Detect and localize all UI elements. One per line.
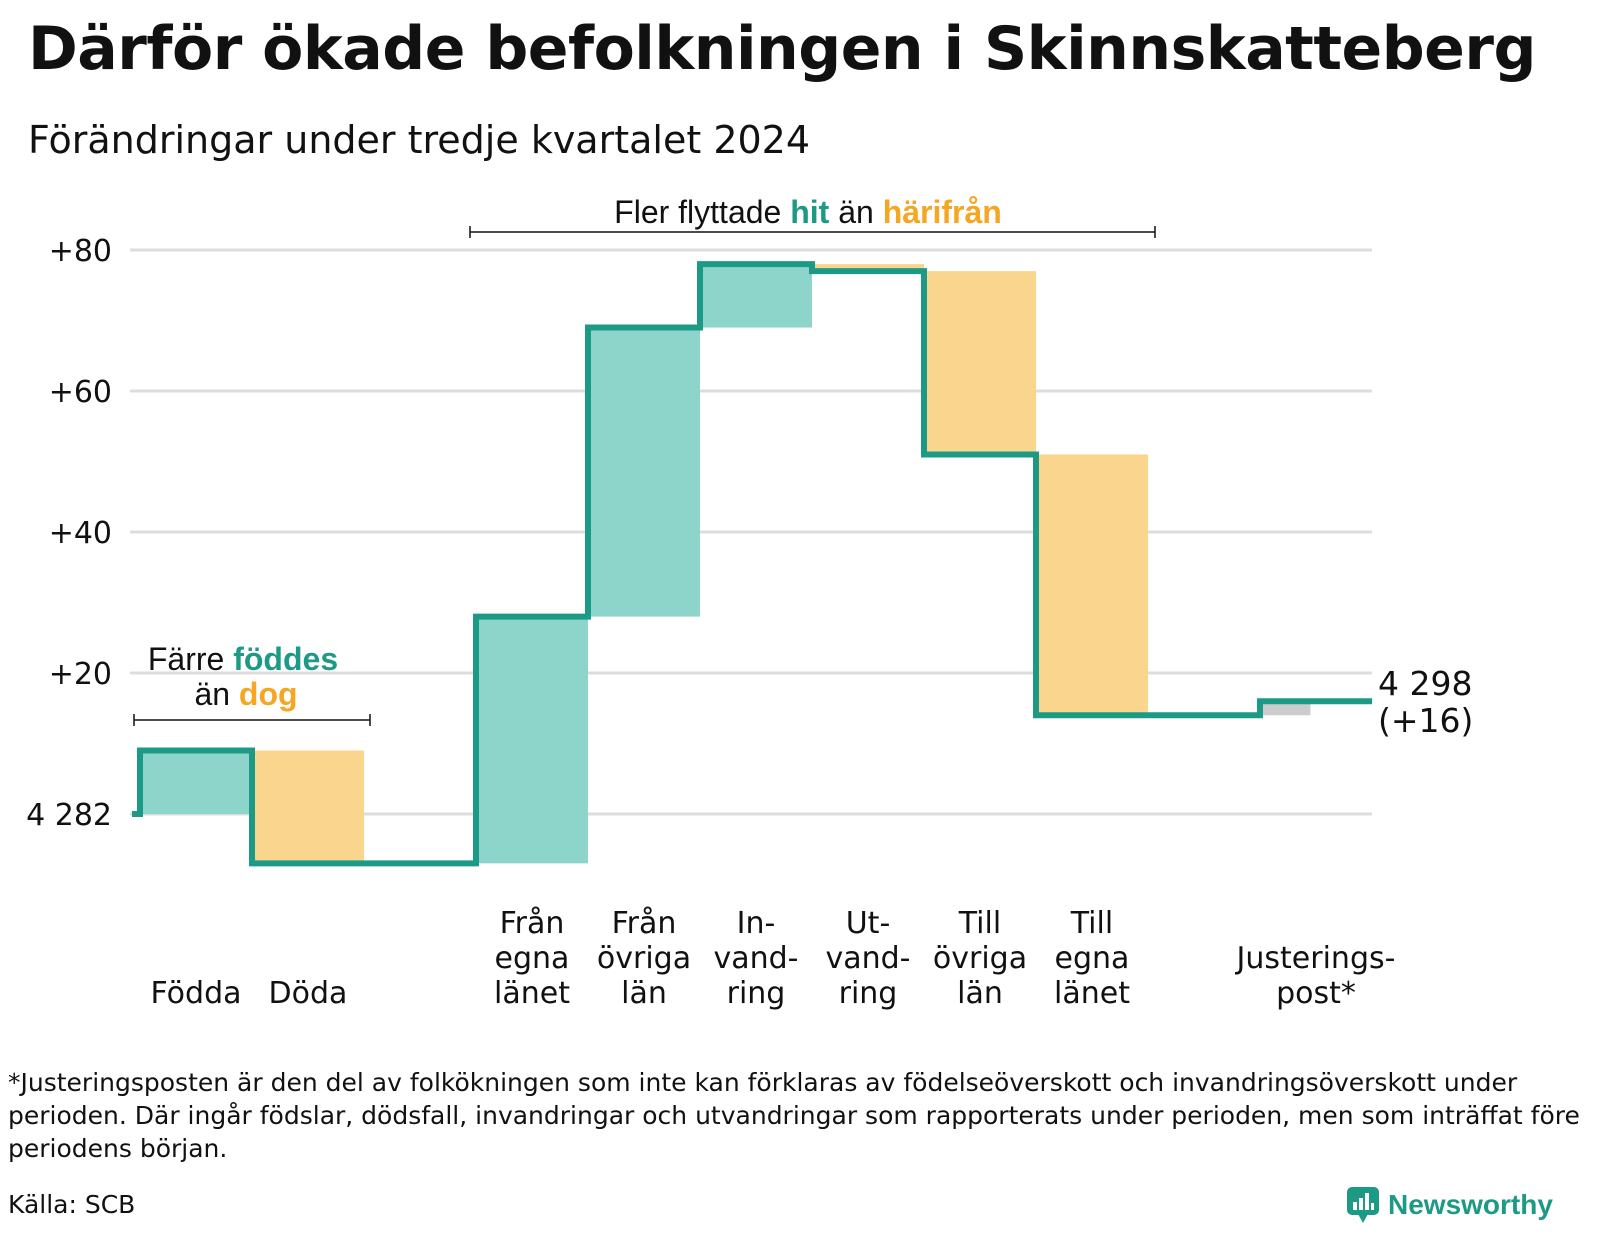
bar-döda <box>252 750 364 864</box>
births-annotation-line1: Färre föddes <box>148 641 338 677</box>
chart-title: Därför ökade befolkningen i Skinnskatteb… <box>28 14 1536 84</box>
end-value-label: 4 298 <box>1378 664 1472 703</box>
x-axis-label: vand- <box>713 941 798 976</box>
bar-ut-vandring <box>812 264 924 272</box>
x-axis-label: ring <box>839 976 898 1011</box>
y-tick-label: +80 <box>49 234 112 269</box>
bar-till-egna-länet <box>1036 454 1148 716</box>
annotation-highlight: föddes <box>233 641 338 677</box>
x-axis-label: Från <box>500 906 565 941</box>
x-axis-label: län <box>621 976 667 1011</box>
x-axis-label: Ut- <box>846 906 891 941</box>
y-tick-label: 4 282 <box>26 798 112 833</box>
y-tick-label: +20 <box>49 657 112 692</box>
cumulative-step-line <box>132 261 1372 867</box>
x-axis-label: Till <box>1070 906 1113 941</box>
annotation-highlight: härifrån <box>883 194 1002 230</box>
bar-in-vandring <box>700 264 812 328</box>
x-axis-label: post* <box>1276 976 1356 1011</box>
y-tick-label: +40 <box>49 516 112 551</box>
x-axis-label: övriga <box>933 941 1027 976</box>
annotation-highlight: dog <box>239 676 298 712</box>
bar-till-övriga-län <box>924 271 1036 455</box>
source-label: Källa: SCB <box>8 1190 136 1219</box>
waterfall-chart: +80+60+40+204 282 Födda DödaFrånegnalänet… <box>26 194 1473 1011</box>
x-axis-label: Födda <box>150 976 241 1011</box>
x-axis-label: egna <box>1055 941 1130 976</box>
bar-födda <box>140 750 252 814</box>
x-axis-label: egna <box>495 941 570 976</box>
newsworthy-chart-bubble-icon <box>1347 1187 1379 1223</box>
footnote: *Justeringsposten är den del av folkökni… <box>8 1068 1580 1163</box>
x-axis-label: Justerings- <box>1235 941 1396 976</box>
annotation-plain: än <box>194 676 238 712</box>
step-line-layer <box>132 261 1372 867</box>
end-change-label: (+16) <box>1378 701 1473 740</box>
x-axis-label: Döda <box>269 976 348 1011</box>
x-axis-label: Till <box>958 906 1001 941</box>
bar-justerings-post- <box>1260 701 1311 716</box>
x-axis-label: län <box>957 976 1003 1011</box>
x-axis-label: In- <box>737 906 776 941</box>
grid-lines <box>130 248 1372 816</box>
moves-annotation: Fler flyttade hit än härifrån <box>614 194 1002 230</box>
chart-subtitle: Förändringar under tredje kvartalet 2024 <box>28 118 811 162</box>
x-axis-label: vand- <box>825 941 910 976</box>
x-axis-label: ring <box>727 976 786 1011</box>
x-axis-label: länet <box>1054 976 1130 1011</box>
annotation-highlight: hit <box>790 194 829 230</box>
y-tick-label: +60 <box>49 375 112 410</box>
x-axis-label: länet <box>494 976 570 1011</box>
brand-name: Newsworthy <box>1388 1189 1553 1220</box>
bar-från-övriga-län <box>588 327 700 617</box>
annotation-plain: Färre <box>148 641 233 677</box>
newsworthy-logo[interactable]: Newsworthy <box>1346 1186 1553 1224</box>
annotation-plain: Fler flyttade <box>614 194 790 230</box>
y-axis-ticks: +80 +60 +40 +20 4 282 <box>26 234 112 833</box>
annotation-plain: än <box>829 194 882 230</box>
x-axis-label: Från <box>612 906 677 941</box>
x-axis-label: övriga <box>597 941 691 976</box>
bar-från-egna-länet <box>476 616 588 864</box>
bars <box>140 264 1311 864</box>
births-annotation-line2: än dog <box>194 676 297 712</box>
x-axis-labels: Födda DödaFrånegnalänetFrånövrigalänIn-va… <box>150 664 1473 1011</box>
